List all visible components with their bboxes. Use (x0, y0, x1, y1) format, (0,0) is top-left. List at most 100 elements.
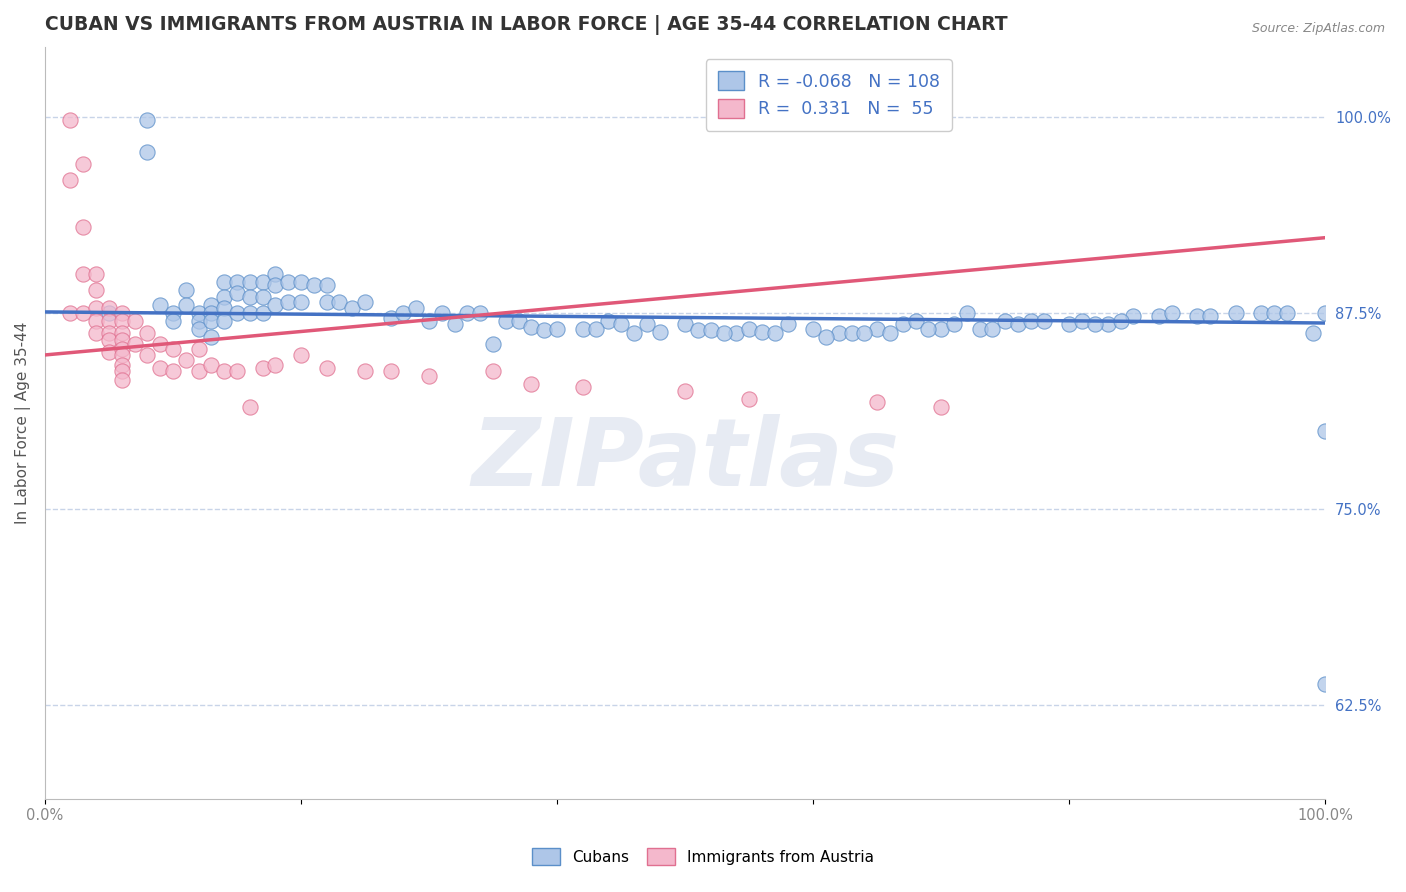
Point (598, 314, 620, 328)
Point (59, 173, 82, 187)
Point (187, 314, 209, 328)
Point (853, 326, 876, 341)
Point (1122, 309, 1144, 323)
Point (1225, 306, 1247, 320)
Point (252, 290, 274, 304)
Point (72, 306, 94, 320)
Point (264, 267, 287, 281)
Point (456, 306, 478, 320)
Point (1007, 317, 1029, 331)
Point (212, 301, 235, 316)
Text: CUBAN VS IMMIGRANTS FROM AUSTRIA IN LABOR FORCE | AGE 35-44 CORRELATION CHART: CUBAN VS IMMIGRANTS FROM AUSTRIA IN LABO… (45, 15, 1008, 35)
Point (315, 360, 337, 375)
Point (277, 275, 299, 289)
Point (443, 317, 465, 331)
Point (97, 301, 120, 316)
Point (405, 301, 427, 316)
Legend: R = -0.068   N = 108, R =  0.331   N =  55: R = -0.068 N = 108, R = 0.331 N = 55 (706, 59, 952, 130)
Point (1302, 326, 1324, 341)
Point (866, 321, 889, 335)
Point (508, 314, 530, 328)
Point (136, 113, 159, 128)
Point (111, 364, 134, 378)
Point (264, 277, 287, 292)
Point (648, 325, 671, 339)
Point (686, 323, 709, 337)
Point (290, 275, 312, 289)
Point (111, 358, 134, 372)
Point (841, 326, 863, 341)
Point (585, 321, 607, 335)
Point (520, 320, 543, 334)
Point (200, 358, 222, 372)
Point (623, 326, 645, 341)
Point (981, 321, 1004, 335)
Point (72, 267, 94, 281)
Point (713, 326, 735, 341)
Point (1109, 314, 1132, 328)
Point (1315, 677, 1337, 691)
Point (84, 301, 107, 316)
Point (239, 290, 262, 304)
Point (277, 295, 299, 310)
Point (84, 314, 107, 328)
Point (111, 373, 134, 387)
Point (1263, 306, 1285, 320)
Point (1160, 306, 1182, 320)
Point (828, 326, 851, 341)
Point (956, 306, 979, 320)
Point (418, 314, 440, 328)
Point (1315, 306, 1337, 320)
Point (342, 301, 364, 316)
Point (97, 345, 120, 359)
Point (187, 306, 209, 320)
Point (380, 364, 402, 378)
Point (239, 400, 262, 414)
Point (354, 295, 377, 310)
Point (891, 317, 914, 331)
Point (226, 364, 249, 378)
Point (162, 364, 184, 378)
Point (162, 314, 184, 328)
Point (84, 326, 107, 341)
Point (226, 285, 249, 300)
Point (212, 314, 235, 328)
Point (212, 275, 235, 289)
Point (97, 326, 120, 341)
Point (200, 298, 222, 312)
Point (1032, 314, 1054, 328)
Point (1315, 424, 1337, 438)
Point (162, 342, 184, 356)
Point (162, 306, 184, 320)
Point (252, 306, 274, 320)
Point (212, 290, 235, 304)
Point (636, 317, 658, 331)
Point (929, 321, 952, 335)
Point (610, 317, 633, 331)
Point (59, 113, 82, 128)
Point (290, 295, 312, 310)
Point (879, 326, 901, 341)
Point (725, 326, 748, 341)
Point (904, 314, 927, 328)
Point (111, 333, 134, 347)
Point (571, 321, 593, 335)
Point (495, 314, 517, 328)
Point (571, 379, 593, 393)
Point (315, 277, 337, 292)
Point (929, 400, 952, 414)
Point (1059, 317, 1081, 331)
Text: Source: ZipAtlas.com: Source: ZipAtlas.com (1251, 22, 1385, 36)
Point (149, 337, 172, 351)
Point (174, 298, 197, 312)
Point (1084, 317, 1107, 331)
Point (1097, 317, 1119, 331)
Point (84, 283, 107, 297)
Y-axis label: In Labor Force | Age 35-44: In Labor Force | Age 35-44 (15, 321, 31, 524)
Point (111, 342, 134, 356)
Point (200, 306, 222, 320)
Point (354, 364, 377, 378)
Point (124, 314, 146, 328)
Point (149, 298, 172, 312)
Point (994, 314, 1017, 328)
